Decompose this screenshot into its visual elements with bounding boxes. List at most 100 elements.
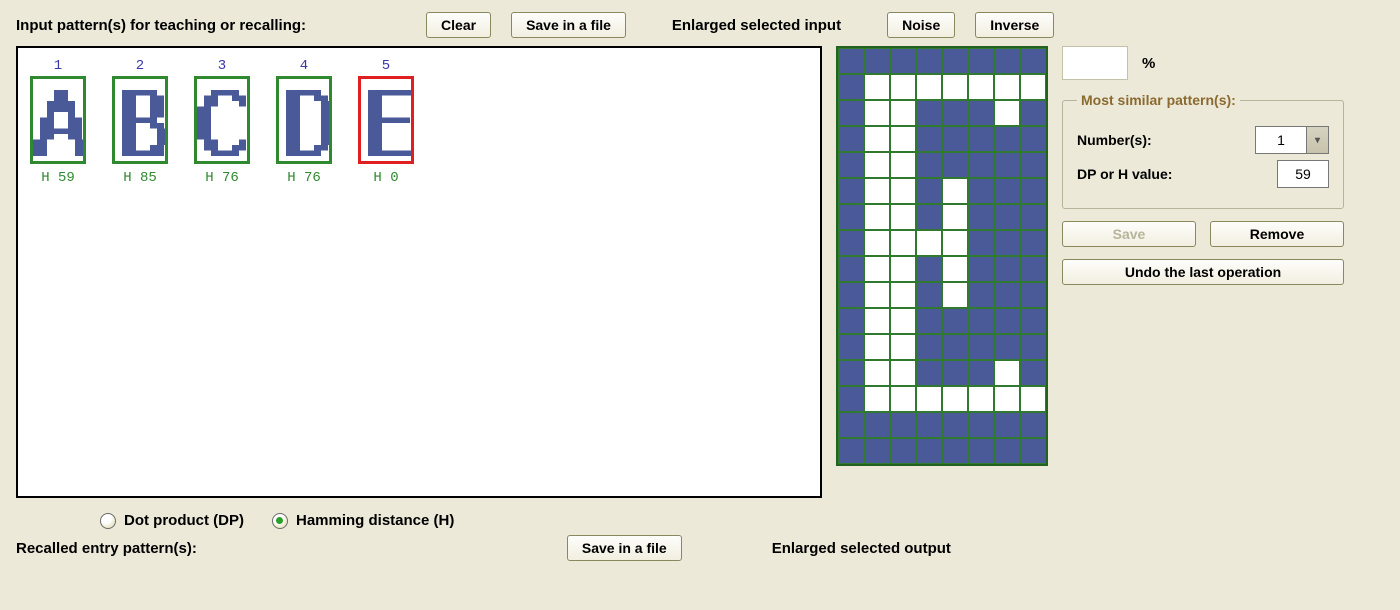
pattern-thumbnail[interactable] [358, 76, 414, 164]
grid-cell[interactable] [890, 152, 916, 178]
grid-cell[interactable] [864, 178, 890, 204]
grid-cell[interactable] [1020, 48, 1046, 74]
pattern-item[interactable]: 3H 76 [194, 58, 250, 186]
grid-cell[interactable] [838, 412, 864, 438]
grid-cell[interactable] [942, 100, 968, 126]
grid-cell[interactable] [838, 334, 864, 360]
grid-cell[interactable] [994, 100, 1020, 126]
grid-cell[interactable] [838, 438, 864, 464]
grid-cell[interactable] [994, 282, 1020, 308]
grid-cell[interactable] [864, 256, 890, 282]
grid-cell[interactable] [890, 74, 916, 100]
numbers-dropdown[interactable]: ▾ [1255, 126, 1329, 154]
grid-cell[interactable] [838, 256, 864, 282]
grid-cell[interactable] [916, 230, 942, 256]
grid-cell[interactable] [942, 48, 968, 74]
grid-cell[interactable] [890, 334, 916, 360]
grid-cell[interactable] [942, 412, 968, 438]
grid-cell[interactable] [942, 126, 968, 152]
grid-cell[interactable] [942, 178, 968, 204]
grid-cell[interactable] [1020, 256, 1046, 282]
grid-cell[interactable] [890, 178, 916, 204]
grid-cell[interactable] [994, 230, 1020, 256]
grid-cell[interactable] [968, 308, 994, 334]
clear-button[interactable]: Clear [426, 12, 491, 38]
grid-cell[interactable] [838, 386, 864, 412]
grid-cell[interactable] [864, 100, 890, 126]
grid-cell[interactable] [838, 152, 864, 178]
grid-cell[interactable] [838, 74, 864, 100]
grid-cell[interactable] [968, 334, 994, 360]
grid-cell[interactable] [994, 48, 1020, 74]
grid-cell[interactable] [994, 256, 1020, 282]
grid-cell[interactable] [994, 308, 1020, 334]
save-in-file-button[interactable]: Save in a file [511, 12, 626, 38]
grid-cell[interactable] [968, 438, 994, 464]
grid-cell[interactable] [968, 178, 994, 204]
pattern-thumbnail[interactable] [112, 76, 168, 164]
grid-cell[interactable] [864, 308, 890, 334]
pattern-item[interactable]: 5H 0 [358, 58, 414, 186]
grid-cell[interactable] [968, 126, 994, 152]
pattern-thumbnail[interactable] [276, 76, 332, 164]
grid-cell[interactable] [838, 100, 864, 126]
grid-cell[interactable] [968, 74, 994, 100]
grid-cell[interactable] [890, 48, 916, 74]
grid-cell[interactable] [864, 126, 890, 152]
grid-cell[interactable] [916, 256, 942, 282]
grid-cell[interactable] [838, 126, 864, 152]
grid-cell[interactable] [864, 204, 890, 230]
grid-cell[interactable] [838, 308, 864, 334]
grid-cell[interactable] [838, 178, 864, 204]
grid-cell[interactable] [890, 438, 916, 464]
grid-cell[interactable] [864, 412, 890, 438]
grid-cell[interactable] [942, 438, 968, 464]
grid-cell[interactable] [916, 334, 942, 360]
grid-cell[interactable] [916, 282, 942, 308]
grid-cell[interactable] [968, 230, 994, 256]
save-in-file-button-2[interactable]: Save in a file [567, 535, 682, 561]
grid-cell[interactable] [890, 256, 916, 282]
grid-cell[interactable] [1020, 230, 1046, 256]
noise-percent-input[interactable] [1062, 46, 1128, 80]
grid-cell[interactable] [968, 386, 994, 412]
grid-cell[interactable] [1020, 360, 1046, 386]
grid-cell[interactable] [890, 282, 916, 308]
grid-cell[interactable] [890, 412, 916, 438]
grid-cell[interactable] [890, 308, 916, 334]
grid-cell[interactable] [838, 230, 864, 256]
grid-cell[interactable] [942, 386, 968, 412]
grid-cell[interactable] [890, 360, 916, 386]
grid-cell[interactable] [1020, 126, 1046, 152]
grid-cell[interactable] [916, 100, 942, 126]
grid-cell[interactable] [942, 360, 968, 386]
grid-cell[interactable] [864, 48, 890, 74]
grid-cell[interactable] [890, 126, 916, 152]
radio-dot-product[interactable]: Dot product (DP) [100, 512, 244, 529]
grid-cell[interactable] [942, 204, 968, 230]
grid-cell[interactable] [864, 282, 890, 308]
grid-cell[interactable] [890, 386, 916, 412]
grid-cell[interactable] [942, 230, 968, 256]
grid-cell[interactable] [916, 386, 942, 412]
grid-cell[interactable] [968, 100, 994, 126]
grid-cell[interactable] [890, 230, 916, 256]
grid-cell[interactable] [916, 48, 942, 74]
grid-cell[interactable] [994, 360, 1020, 386]
grid-cell[interactable] [864, 74, 890, 100]
grid-cell[interactable] [864, 230, 890, 256]
grid-cell[interactable] [968, 412, 994, 438]
grid-cell[interactable] [994, 438, 1020, 464]
grid-cell[interactable] [838, 204, 864, 230]
grid-cell[interactable] [864, 334, 890, 360]
grid-cell[interactable] [916, 152, 942, 178]
grid-cell[interactable] [968, 256, 994, 282]
grid-cell[interactable] [916, 178, 942, 204]
pattern-item[interactable]: 1H 59 [30, 58, 86, 186]
grid-cell[interactable] [890, 100, 916, 126]
remove-button[interactable]: Remove [1210, 221, 1344, 247]
noise-button[interactable]: Noise [887, 12, 955, 38]
grid-cell[interactable] [1020, 282, 1046, 308]
grid-cell[interactable] [1020, 204, 1046, 230]
undo-button[interactable]: Undo the last operation [1062, 259, 1344, 285]
